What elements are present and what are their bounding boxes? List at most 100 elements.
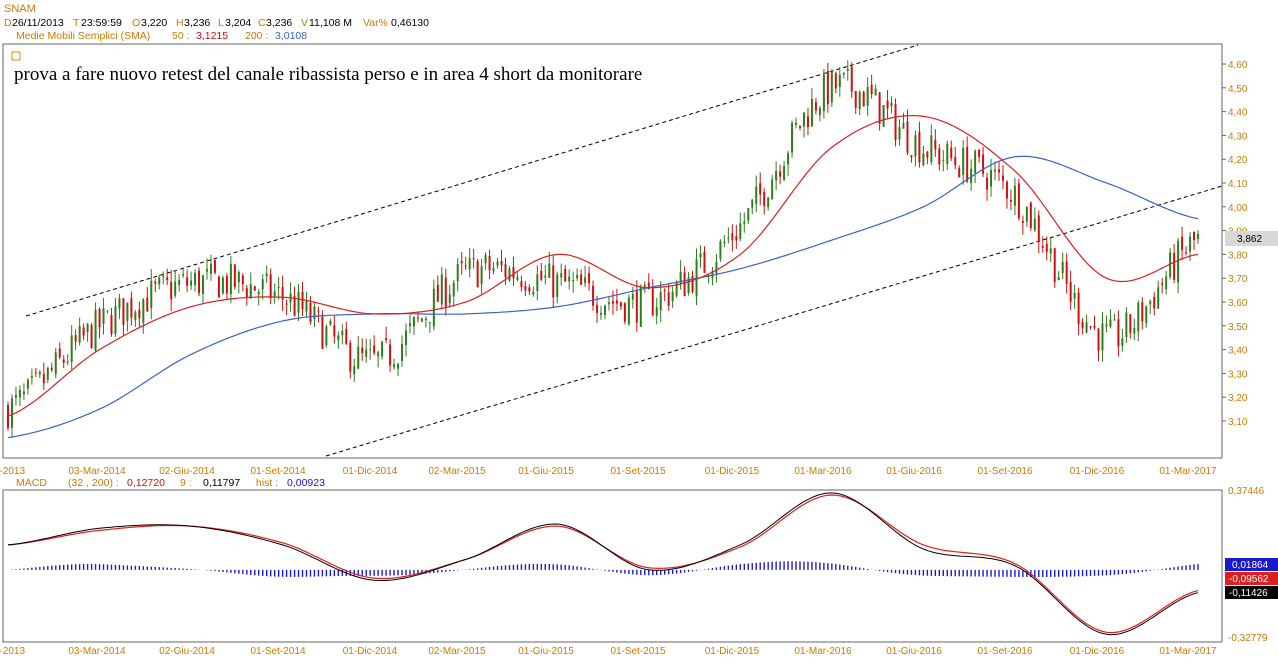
candle-body (882, 104, 885, 127)
candle-body (420, 318, 423, 322)
symbol: SNAM (4, 3, 36, 15)
candle-body (357, 346, 360, 369)
candle-body (106, 310, 109, 312)
candle-body (110, 315, 113, 334)
candle-body (404, 330, 407, 346)
var-value: 0,46130 (391, 17, 429, 29)
candle-body (862, 91, 865, 107)
candle-body (249, 284, 252, 299)
candle-body (1145, 306, 1148, 324)
candle-body (727, 237, 730, 239)
candle-body (918, 132, 921, 163)
candle-body (150, 280, 153, 308)
candle-body (775, 171, 778, 181)
close-label: C (258, 17, 266, 29)
candle-body (504, 264, 507, 278)
candle-body (854, 90, 857, 109)
candle-body (1017, 183, 1020, 219)
candle-body (198, 270, 201, 294)
date-tick-label: 01-Mar-2016 (794, 646, 852, 657)
candle-body (480, 266, 483, 285)
badge-signal (1225, 572, 1278, 585)
candle-body (623, 303, 626, 322)
candle-body (679, 272, 682, 284)
price-tick-label: 4,50 (1228, 84, 1248, 95)
candle-body (898, 127, 901, 140)
candle-body (914, 135, 917, 157)
candle-body (500, 260, 503, 266)
candle-body (838, 74, 841, 88)
candle-body (799, 125, 802, 128)
candle-body (619, 302, 622, 307)
candle-body (787, 153, 790, 165)
candle-body (930, 135, 933, 163)
candle-body (1193, 232, 1196, 241)
time-label: T (73, 17, 80, 29)
candle-body (536, 274, 539, 292)
candle-body (508, 268, 511, 281)
candle-body (791, 122, 794, 153)
candle-body (1181, 236, 1184, 250)
candle-body (1069, 282, 1072, 302)
hist-label: hist : (256, 477, 278, 489)
low-label: L (218, 17, 224, 29)
open-value: 3,220 (141, 17, 167, 29)
candles (7, 60, 1199, 437)
candle-body (524, 285, 527, 291)
candle-body (1133, 328, 1136, 334)
candle-body (1173, 253, 1176, 280)
candle-body (1153, 297, 1156, 309)
candle-body (217, 276, 220, 298)
candle-body (1101, 323, 1104, 351)
date-axis: Dic-2013 03-Mar-2014 02-Giu-2014 01-Set-201… (0, 466, 1217, 477)
candle-body (942, 159, 945, 161)
candle-body (66, 361, 69, 363)
candle-body (528, 287, 531, 292)
candle-body (98, 308, 101, 328)
candle-body (966, 146, 969, 182)
candle-body (202, 275, 205, 294)
candle-body (365, 349, 368, 357)
date-tick-label: 01-Set-2014 (250, 646, 305, 657)
close-value: 3,236 (266, 17, 292, 29)
candle-body (607, 302, 610, 305)
candle-body (174, 281, 177, 296)
candle-body (22, 391, 25, 395)
candle-body (468, 258, 471, 270)
channel-lower-line (325, 185, 1223, 457)
candle-body (412, 317, 415, 327)
candle-body (1045, 243, 1048, 252)
badge-macd (1225, 586, 1278, 599)
candle-body (233, 264, 236, 288)
badge-signal-value: -0,09562 (1229, 574, 1269, 585)
candle-body (1137, 302, 1140, 332)
candle-body (874, 88, 877, 96)
candle-body (615, 300, 618, 304)
candle-body (237, 272, 240, 283)
candle-body (313, 306, 316, 319)
date-tick-label: 01-Dic-2015 (705, 466, 760, 477)
candle-body (301, 292, 304, 310)
candle-body (1189, 236, 1192, 252)
candle-body (739, 223, 742, 240)
candle-body (345, 328, 348, 344)
candle-body (814, 102, 817, 111)
candle-body (580, 274, 583, 285)
date-tick-label: 01-Set-2016 (977, 646, 1032, 657)
candle-body (631, 294, 634, 300)
candle-body (401, 343, 404, 361)
candle-body (245, 288, 248, 298)
candle-body (548, 263, 551, 278)
candle-body (416, 317, 419, 319)
candle-body (783, 165, 786, 181)
candle-body (158, 277, 161, 285)
candle-body (715, 262, 718, 274)
candle-body (225, 276, 228, 294)
candle-body (1185, 252, 1188, 254)
last-price-value: 3,862 (1237, 234, 1262, 245)
annotation-marker[interactable] (11, 51, 21, 61)
candle-body (1057, 276, 1060, 281)
candle-body (385, 338, 388, 341)
candle-body (719, 241, 722, 259)
